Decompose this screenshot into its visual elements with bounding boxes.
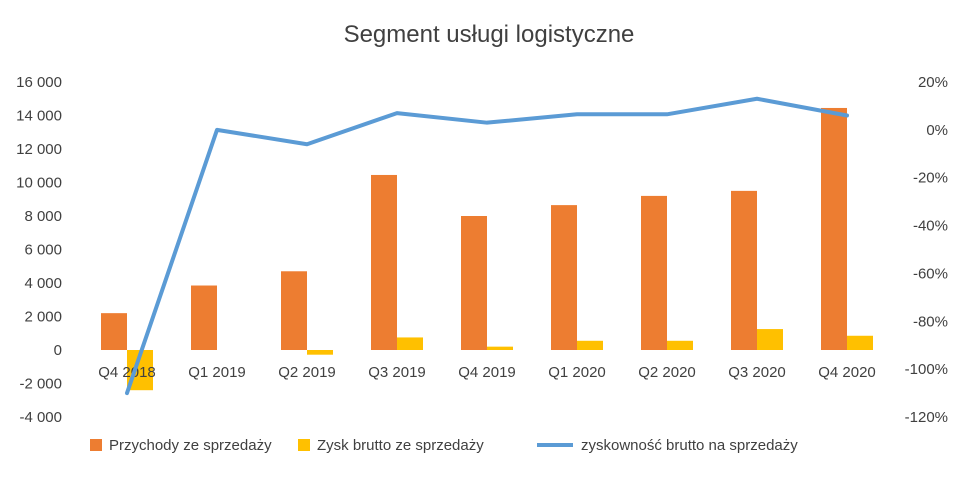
category-label: Q2 2020 (638, 364, 696, 381)
right-tick-label: -40% (913, 218, 948, 235)
margin-line (125, 96, 849, 396)
left-axis: -4 000 -2 000 0 2 000 4 000 6 000 8 000 10 000 1… (16, 74, 62, 426)
category-label: Q4 2018 (98, 364, 156, 381)
right-tick-label: -20% (913, 170, 948, 187)
category-label: Q3 2019 (368, 364, 426, 381)
bar-revenue (191, 285, 217, 350)
left-tick-label: -2 000 (19, 376, 62, 393)
bar-revenue (641, 195, 667, 350)
chart-title: Segment usługi logistyczne (344, 21, 635, 48)
right-tick-label: 0% (926, 122, 948, 139)
category-label: Q3 2020 (728, 364, 786, 381)
left-tick-label: 4 000 (24, 275, 62, 292)
x-axis: Q4 2018 Q1 2019 Q2 2019 Q3 2019 Q4 2019 Q1 20… (98, 364, 876, 381)
right-tick-label: -120% (905, 409, 948, 426)
left-tick-label: 8 000 (24, 208, 62, 225)
bars (101, 107, 873, 391)
bar-gross-profit (667, 340, 693, 350)
bar-gross-profit (757, 329, 783, 350)
left-tick-label: 2 000 (24, 309, 62, 326)
bar-gross-profit (397, 337, 423, 350)
bar-revenue (101, 313, 127, 350)
bar-gross-profit (307, 350, 333, 355)
bar-revenue (371, 174, 397, 350)
right-tick-label: -100% (905, 361, 948, 378)
bar-revenue (821, 107, 847, 351)
legend-label: Zysk brutto ze sprzedaży (317, 437, 484, 454)
legend-swatch (298, 439, 310, 451)
left-tick-label: 6 000 (24, 242, 62, 259)
right-axis: -120% -100% -80% -60% -40% -20% 0% 20% (905, 74, 948, 426)
category-label: Q1 2019 (188, 364, 246, 381)
left-tick-label: 10 000 (16, 175, 62, 192)
line-series (125, 96, 849, 396)
right-tick-label: -80% (913, 313, 948, 330)
bar-gross-profit (577, 340, 603, 350)
left-tick-label: 16 000 (16, 74, 62, 91)
left-tick-label: 14 000 (16, 108, 62, 125)
category-label: Q2 2019 (278, 364, 336, 381)
legend-label: zyskowność brutto na sprzedaży (581, 437, 798, 454)
bar-gross-profit (487, 346, 513, 350)
category-label: Q4 2020 (818, 364, 876, 381)
bar-gross-profit (847, 335, 873, 350)
bar-revenue (461, 216, 487, 350)
category-label: Q4 2019 (458, 364, 516, 381)
bar-revenue (551, 205, 577, 350)
bar-revenue (731, 190, 757, 350)
legend: Przychody ze sprzedaży Zysk brutto ze spr… (90, 437, 798, 454)
left-tick-label: 0 (54, 342, 62, 359)
category-label: Q1 2020 (548, 364, 606, 381)
right-tick-label: -60% (913, 265, 948, 282)
left-tick-label: -4 000 (19, 409, 62, 426)
legend-swatch (90, 439, 102, 451)
left-tick-label: 12 000 (16, 141, 62, 158)
right-tick-label: 20% (918, 74, 948, 91)
bar-revenue (281, 271, 307, 350)
legend-label: Przychody ze sprzedaży (109, 437, 272, 454)
